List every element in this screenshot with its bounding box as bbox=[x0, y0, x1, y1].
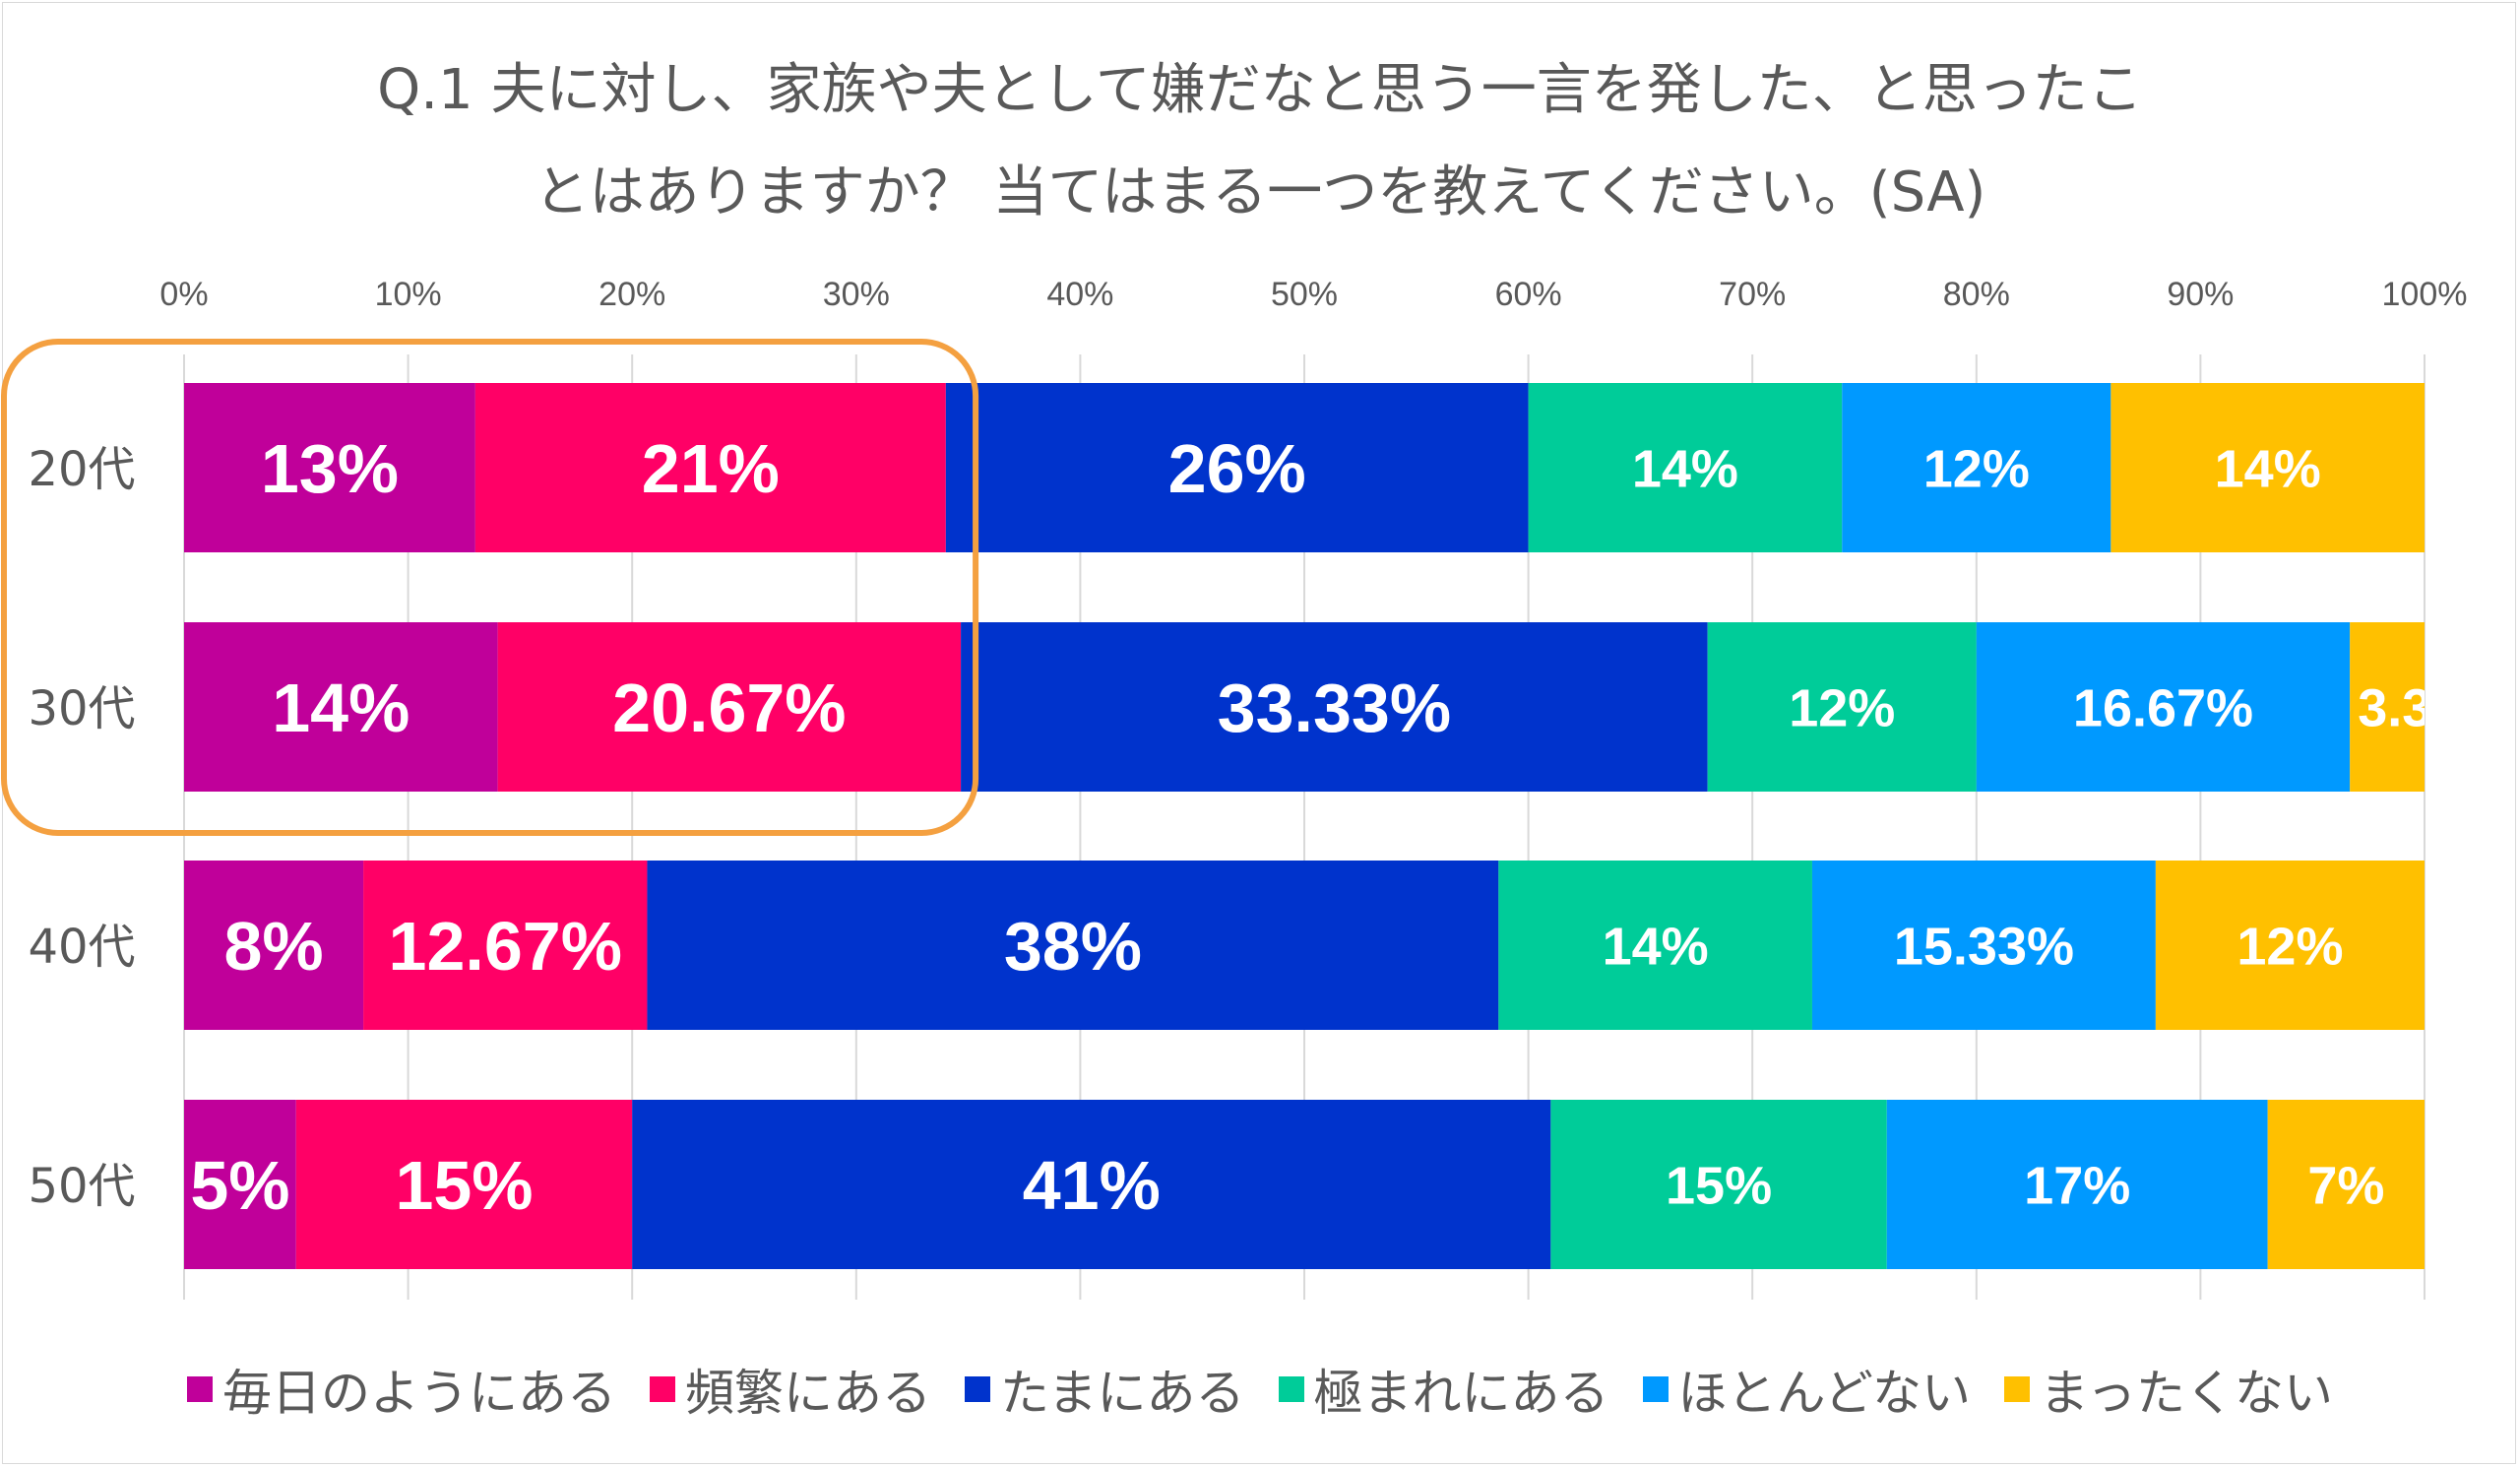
category-label: 50代 bbox=[28, 1159, 135, 1214]
bar-segment bbox=[1528, 383, 1843, 552]
bar-segment bbox=[1811, 861, 2156, 1030]
legend-item: 毎日のようにある bbox=[187, 1354, 616, 1425]
data-label: 5% bbox=[190, 1147, 289, 1224]
x-tick-label: 0% bbox=[159, 276, 208, 313]
bar-segment bbox=[2267, 1100, 2425, 1269]
data-label: 38% bbox=[1004, 908, 1142, 985]
legend-item: 頻繁にある bbox=[650, 1354, 931, 1425]
bar-segment bbox=[647, 861, 1499, 1030]
highlight-box bbox=[1, 339, 979, 836]
x-tick-label: 10% bbox=[375, 276, 442, 313]
data-label: 21% bbox=[642, 430, 780, 507]
legend-label: 頻繁にある bbox=[685, 1365, 931, 1422]
legend-swatch bbox=[187, 1376, 213, 1402]
bar-segment bbox=[184, 861, 364, 1030]
data-labels: 13% 21% 26% 14% 12% 14% 14% 20.67% 33.33% 12% 16.6… bbox=[190, 430, 2508, 1224]
bar-segment bbox=[1550, 1100, 1887, 1269]
data-label: 16.67% bbox=[2073, 678, 2253, 737]
legend-swatch bbox=[650, 1376, 675, 1402]
legend-item: 極まれにある bbox=[1278, 1354, 1609, 1425]
data-label: 20.67% bbox=[612, 670, 846, 746]
data-label: 14% bbox=[1632, 439, 1738, 498]
data-label: 26% bbox=[1168, 430, 1306, 507]
bar-segment bbox=[295, 1100, 633, 1269]
data-label: 12% bbox=[2236, 917, 2343, 976]
legend-swatch bbox=[1642, 1376, 1669, 1402]
legend-swatch bbox=[965, 1376, 990, 1402]
data-label: 15.33% bbox=[1894, 917, 2074, 976]
bar-segment bbox=[184, 622, 498, 792]
data-label: 33.33% bbox=[1218, 670, 1451, 746]
legend-label: まったくない bbox=[2040, 1365, 2333, 1422]
data-label: 41% bbox=[1023, 1147, 1161, 1224]
bar-segment bbox=[1886, 1100, 2268, 1269]
data-label: 12% bbox=[1789, 678, 1895, 737]
x-tick-label: 100% bbox=[2382, 276, 2468, 313]
data-label: 14% bbox=[272, 670, 410, 746]
bar-segment bbox=[184, 383, 475, 552]
x-tick-label: 20% bbox=[598, 276, 665, 313]
x-tick-label: 90% bbox=[2167, 276, 2234, 313]
bar-segment bbox=[961, 622, 1708, 792]
bar-segment bbox=[632, 1100, 1551, 1269]
bar-segment bbox=[2110, 383, 2425, 552]
x-tick-label: 50% bbox=[1271, 276, 1338, 313]
data-label: 14% bbox=[2215, 439, 2321, 498]
x-tick-label: 30% bbox=[823, 276, 890, 313]
x-tick-label: 70% bbox=[1719, 276, 1786, 313]
bar-segment bbox=[1498, 861, 1812, 1030]
legend-swatch bbox=[1278, 1376, 1304, 1402]
legend-item: まったくない bbox=[2004, 1354, 2333, 1425]
bar-segment bbox=[2350, 622, 2425, 792]
x-axis-ticks: 0% 10% 20% 30% 40% 50% 60% 70% 80% 90% 100% bbox=[159, 276, 2467, 313]
data-label: 12% bbox=[1923, 439, 2030, 498]
chart-title-line-1: Q.1 夫に対し、家族や夫として嫌だなと思う一言を発した、と思ったこ bbox=[377, 58, 2143, 122]
x-tick-label: 80% bbox=[1943, 276, 2010, 313]
data-label: 7% bbox=[2307, 1156, 2384, 1215]
legend-item: ほとんどない bbox=[1642, 1354, 1972, 1425]
legend-item: たまにある bbox=[965, 1354, 1245, 1425]
bar-segment bbox=[474, 383, 946, 552]
data-label: 12.67% bbox=[389, 908, 622, 985]
bar-segment bbox=[1842, 383, 2111, 552]
bar-segment bbox=[2155, 861, 2425, 1030]
chart-legend: 毎日のようにある 頻繁にある たまにある 極まれにある ほとんどない まったくない bbox=[0, 1354, 2520, 1425]
legend-swatch bbox=[2004, 1376, 2030, 1402]
x-tick-label: 40% bbox=[1046, 276, 1113, 313]
bar-segment bbox=[363, 861, 648, 1030]
category-label: 20代 bbox=[28, 442, 135, 497]
legend-label: 毎日のようにある bbox=[222, 1365, 616, 1422]
x-tick-label: 60% bbox=[1495, 276, 1562, 313]
chart-title-line-2: とはありますか？ 当てはまる一つを教えてください。(SA) bbox=[534, 160, 1986, 224]
data-label: 17% bbox=[2024, 1156, 2130, 1215]
bar-segment bbox=[497, 622, 962, 792]
bar-segment bbox=[1976, 622, 2351, 792]
category-label: 30代 bbox=[28, 681, 135, 736]
bar-segment bbox=[945, 383, 1529, 552]
data-label: 13% bbox=[261, 430, 399, 507]
y-axis-categories: 20代 30代 40代 50代 bbox=[28, 442, 135, 1214]
category-label: 40代 bbox=[28, 920, 135, 975]
data-label: 8% bbox=[223, 908, 323, 985]
data-label: 15% bbox=[395, 1147, 533, 1224]
bar-segment bbox=[1707, 622, 1977, 792]
bar-segment bbox=[184, 1100, 296, 1269]
legend-label: たまにある bbox=[1000, 1365, 1245, 1422]
legend-label: 極まれにある bbox=[1313, 1365, 1609, 1422]
legend-label: ほとんどない bbox=[1677, 1365, 1972, 1422]
data-label: 14% bbox=[1603, 917, 1709, 976]
data-label: 15% bbox=[1666, 1156, 1772, 1215]
data-label: 3.33% bbox=[2358, 678, 2508, 737]
chart-title: Q.1 夫に対し、家族や夫として嫌だなと思う一言を発した、と思ったこ とはありま… bbox=[0, 39, 2520, 244]
bars bbox=[184, 383, 2425, 1269]
